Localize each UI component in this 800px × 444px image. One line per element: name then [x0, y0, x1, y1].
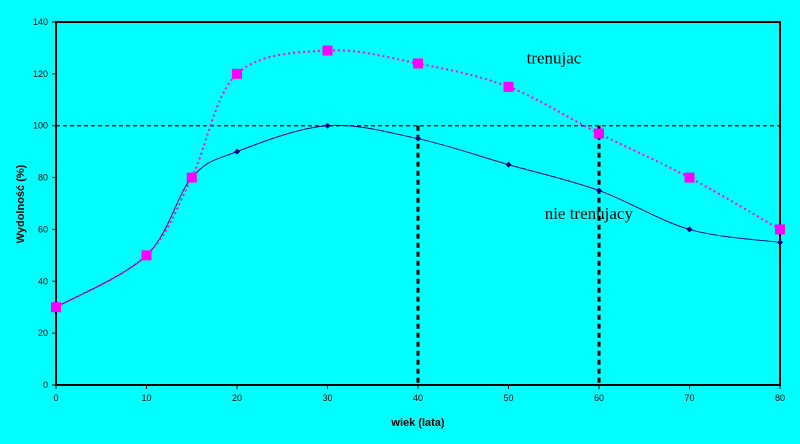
data-point-nie-trenujacy	[324, 122, 331, 129]
data-point-trenujac	[51, 302, 61, 313]
data-point-trenujac	[186, 172, 197, 183]
y-tick-label: 80	[38, 173, 48, 183]
data-point-nie-trenujacy	[415, 135, 421, 142]
y-tick-label: 60	[38, 224, 48, 234]
x-tick-label: 70	[684, 393, 694, 403]
series-annotation-0: trenujac	[527, 48, 582, 67]
series-line-trenujac	[55, 49, 781, 309]
data-point-trenujac	[413, 58, 423, 69]
data-point-nie-trenujacy	[686, 226, 693, 233]
y-tick-label: 0	[43, 380, 48, 390]
y-tick-label: 120	[33, 69, 48, 79]
y-tick-label: 100	[33, 121, 48, 131]
series-line-nie-trenujacy	[55, 124, 781, 308]
data-point-trenujac	[503, 81, 514, 92]
x-tick-label: 20	[232, 393, 242, 403]
data-point-nie-trenujacy	[777, 239, 783, 246]
x-tick-label: 80	[775, 393, 785, 403]
data-point-trenujac	[684, 172, 695, 183]
data-point-nie-trenujacy	[596, 187, 602, 194]
plot-area-border	[55, 21, 781, 386]
y-axis-title: Wydolność (%)	[15, 164, 27, 243]
data-point-trenujac	[322, 45, 333, 56]
reference-lines	[56, 125, 780, 385]
data-point-nie-trenujacy	[234, 148, 240, 155]
ticks-layer: 0 10 20 30 40 50 60 70 80 0 20 40 60 80 100 120 140	[33, 17, 785, 403]
series-layer	[51, 45, 785, 313]
x-tick-label: 60	[594, 393, 604, 403]
y-tick-label: 140	[33, 17, 48, 27]
x-tick-label: 30	[322, 393, 332, 403]
data-point-trenujac	[232, 68, 242, 79]
x-tick-label: 0	[53, 393, 58, 403]
data-point-trenujac	[141, 250, 152, 261]
annotations-layer: trenujac nie trenujacy	[527, 48, 634, 223]
x-tick-label: 40	[413, 393, 423, 403]
x-axis-title: wiek (lata)	[390, 417, 445, 429]
x-tick-label: 50	[503, 393, 513, 403]
y-tick-label: 40	[38, 276, 48, 286]
y-tick-label: 20	[38, 328, 48, 338]
data-point-nie-trenujacy	[505, 161, 512, 168]
data-point-trenujac	[594, 128, 604, 139]
series-annotation-1: nie trenujacy	[545, 204, 634, 223]
x-tick-label: 10	[141, 393, 151, 403]
data-point-trenujac	[775, 224, 785, 235]
